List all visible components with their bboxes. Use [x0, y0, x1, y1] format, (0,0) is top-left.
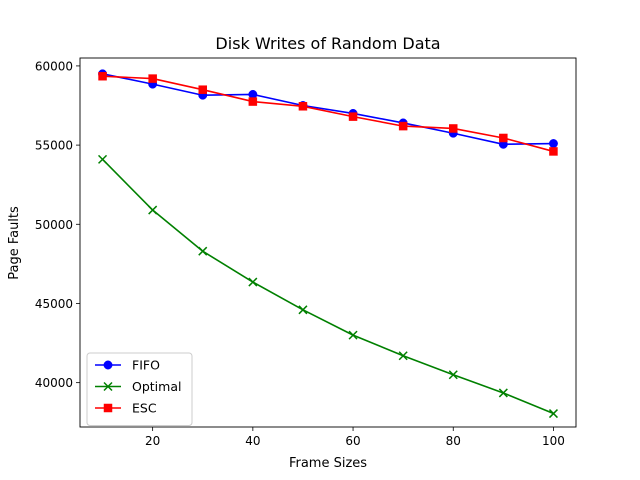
data-point-optimal	[398, 351, 408, 361]
data-point-optimal	[198, 246, 208, 256]
legend-marker-optimal	[103, 381, 113, 392]
x-tick-label: 60	[345, 434, 360, 448]
data-point-esc	[298, 102, 308, 111]
y-tick-label: 60000	[35, 59, 73, 73]
x-tick-label: 80	[446, 434, 461, 448]
data-point-optimal	[498, 388, 508, 398]
data-point-esc	[499, 133, 508, 143]
data-point-optimal	[248, 277, 258, 287]
legend-label-esc: ESC	[132, 401, 157, 416]
legend: FIFO Optimal ESC	[86, 352, 193, 426]
x-tick-label: 40	[245, 434, 260, 448]
data-point-esc	[98, 71, 107, 81]
data-point-esc	[148, 74, 157, 83]
data-point-optimal	[448, 370, 458, 380]
y-axis-label: Page Faults	[7, 206, 22, 280]
y-tick-label: 40000	[35, 376, 73, 390]
axes-frame	[79, 57, 577, 428]
data-point-optimal	[148, 205, 158, 215]
x-axis-label: Frame Sizes	[289, 456, 367, 471]
x-tick-label: 20	[145, 434, 160, 448]
legend-marker-fifo	[103, 360, 113, 370]
y-tick-label: 45000	[35, 297, 73, 311]
data-point-esc	[549, 147, 558, 156]
plot-area: 20 40 60 80 100 40000 45000 50000 55000 60000	[35, 57, 577, 448]
data-point-optimal	[548, 409, 558, 419]
data-point-esc	[348, 112, 358, 121]
series-line-fifo	[102, 73, 554, 146]
legend-label-optimal: Optimal	[132, 379, 181, 394]
y-tick-label: 55000	[35, 139, 73, 153]
data-point-optimal	[98, 154, 108, 164]
data-point-esc	[248, 97, 258, 106]
series-line-optimal	[101, 158, 554, 415]
chart-title: Disk Writes of Random Data	[215, 34, 440, 53]
data-point-fifo	[549, 139, 558, 148]
x-tick-label: 100	[542, 434, 565, 448]
data-point-esc	[398, 121, 408, 131]
legend-label-fifo: FIFO	[132, 358, 160, 373]
y-tick-label: 50000	[35, 218, 73, 232]
series-line-esc	[102, 75, 554, 153]
data-point-optimal	[298, 305, 308, 315]
data-point-optimal	[348, 330, 358, 340]
data-point-esc	[198, 85, 207, 94]
data-point-esc	[449, 124, 458, 133]
legend-marker-esc	[103, 403, 113, 413]
